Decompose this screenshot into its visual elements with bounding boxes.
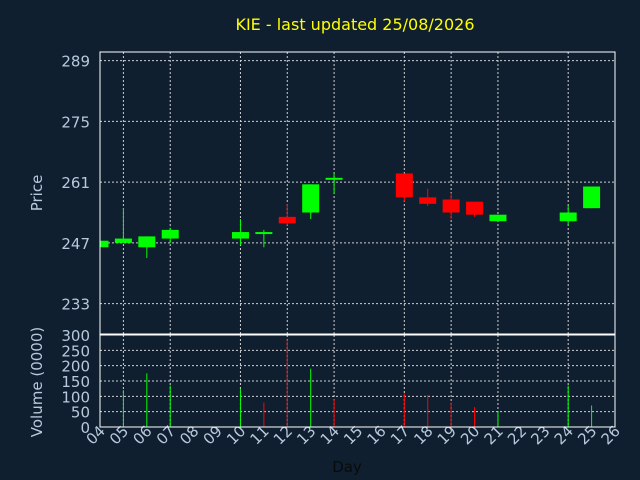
day-tick-label: 06 xyxy=(129,422,155,448)
price-tick-labels: 233 247 261 275 289 xyxy=(61,53,90,314)
day-tick-label: 19 xyxy=(434,422,460,448)
day-tick-label: 18 xyxy=(410,422,436,448)
volume-grid xyxy=(100,335,615,427)
price-plot-frame xyxy=(99,51,616,335)
candle-body xyxy=(278,216,296,224)
day-tick-labels: 0405060708091011121314151617181920212223… xyxy=(83,422,624,448)
candle-body xyxy=(100,240,109,248)
candle-body xyxy=(231,232,249,239)
candle-body xyxy=(395,173,413,198)
day-tick-label: 11 xyxy=(246,422,272,448)
candle-body xyxy=(325,177,343,180)
day-tick-label: 07 xyxy=(153,422,179,448)
candle-body xyxy=(442,199,460,213)
day-tick-label: 12 xyxy=(270,422,296,448)
price-tick-label: 247 xyxy=(61,235,90,253)
price-tick-label: 275 xyxy=(61,113,90,131)
candle-body xyxy=(489,214,507,222)
chart-title: KIE - last updated 25/08/2026 xyxy=(235,15,474,34)
day-tick-label: 15 xyxy=(340,422,366,448)
day-tick-label: 20 xyxy=(457,422,483,448)
day-tick-label: 24 xyxy=(551,422,577,448)
candle-body xyxy=(559,212,577,222)
volume-tick-label: 0 xyxy=(80,419,90,437)
candle-body xyxy=(302,184,320,213)
candle-body xyxy=(419,197,437,204)
price-tick-label: 233 xyxy=(61,296,90,314)
volume-tick-label: 200 xyxy=(61,358,90,376)
day-tick-label: 14 xyxy=(317,422,343,448)
volume-axis-label: Volume (0000) xyxy=(28,327,46,437)
day-tick-label: 16 xyxy=(364,422,390,448)
volume-tick-label: 150 xyxy=(61,373,90,391)
day-tick-label: 23 xyxy=(527,422,553,448)
day-tick-label: 10 xyxy=(223,422,249,448)
price-tick-label: 261 xyxy=(61,174,90,192)
candle-body xyxy=(114,238,132,243)
day-tick-label: 25 xyxy=(574,422,600,448)
price-tick-label: 289 xyxy=(61,53,90,71)
day-tick-label: 05 xyxy=(106,422,132,448)
volume-tick-label: 100 xyxy=(61,388,90,406)
day-tick-label: 26 xyxy=(598,422,624,448)
volume-tick-label: 250 xyxy=(61,342,90,360)
day-tick-label: 13 xyxy=(293,422,319,448)
price-grid xyxy=(100,52,615,334)
candle-body xyxy=(138,236,156,248)
day-tick-label: 17 xyxy=(387,422,413,448)
price-axis-label: Price xyxy=(28,175,46,212)
day-tick-label: 08 xyxy=(176,422,202,448)
day-tick-label: 22 xyxy=(504,422,530,448)
candle-body xyxy=(255,232,273,235)
day-tick-label: 21 xyxy=(481,422,507,448)
volume-plot-frame xyxy=(99,334,616,428)
candlesticks xyxy=(99,173,601,259)
volume-tick-label: 50 xyxy=(71,404,90,422)
candle-body xyxy=(161,229,179,239)
day-axis-label: Day xyxy=(332,458,362,476)
day-tick-label: 09 xyxy=(200,422,226,448)
candle-body xyxy=(466,201,484,215)
volume-bars xyxy=(122,339,593,427)
volume-tick-label: 300 xyxy=(61,327,90,345)
candle-body xyxy=(583,186,601,209)
